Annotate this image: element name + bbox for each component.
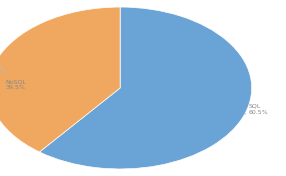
Text: SQL
60.5%: SQL 60.5% (245, 104, 269, 115)
Wedge shape (0, 7, 120, 152)
Text: NoSQL
39.5%: NoSQL 39.5% (0, 64, 27, 90)
Wedge shape (39, 7, 252, 169)
